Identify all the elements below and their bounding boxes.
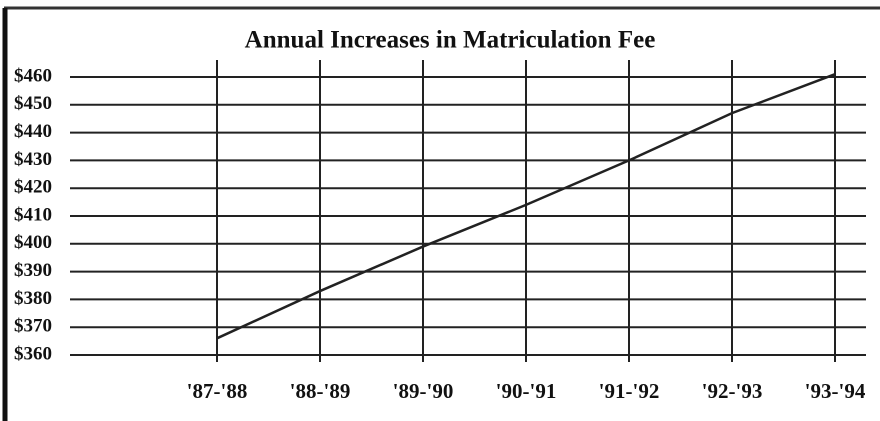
chart-title: Annual Increases in Matriculation Fee bbox=[245, 27, 656, 54]
x-tick-label: '89-'90 bbox=[393, 379, 454, 403]
y-tick-label: $430 bbox=[14, 149, 52, 170]
y-tick-label: $390 bbox=[14, 260, 52, 281]
x-tick-label: '92-'93 bbox=[702, 379, 763, 403]
y-tick-label: $410 bbox=[14, 204, 52, 225]
x-tick-label: '88-'89 bbox=[290, 379, 351, 403]
y-tick-label: $450 bbox=[14, 93, 52, 114]
y-tick-label: $380 bbox=[14, 288, 52, 309]
x-tick-label: '91-'92 bbox=[599, 379, 660, 403]
y-tick-label: $440 bbox=[14, 121, 52, 142]
y-tick-label: $360 bbox=[14, 343, 52, 364]
y-tick-label: $460 bbox=[14, 65, 52, 86]
x-tick-label: '87-'88 bbox=[187, 379, 248, 403]
data-line bbox=[216, 73, 836, 340]
x-tick-label: '90-'91 bbox=[496, 379, 557, 403]
y-tick-label: $370 bbox=[14, 316, 52, 337]
y-tick-label: $400 bbox=[14, 232, 52, 253]
x-tick-label: '93-'94 bbox=[805, 379, 866, 403]
y-tick-label: $420 bbox=[14, 177, 52, 198]
